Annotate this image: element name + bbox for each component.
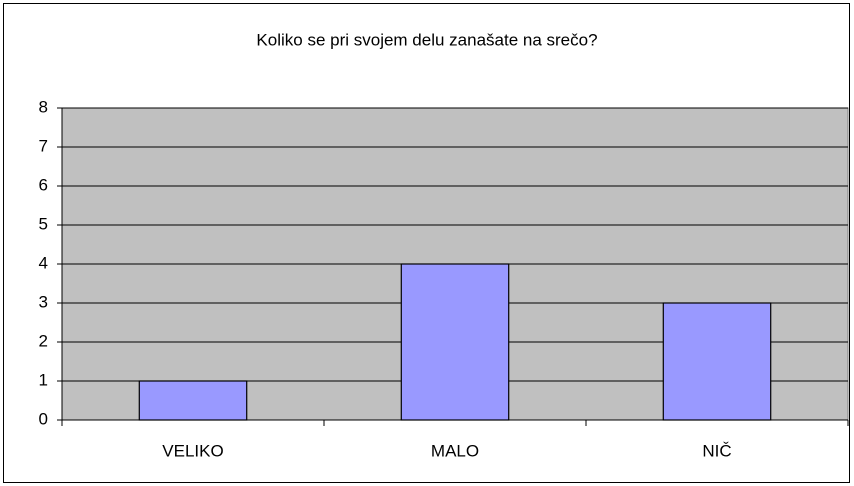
bar — [400, 263, 510, 421]
bar — [662, 302, 772, 421]
x-tick-label: NIČ — [702, 441, 731, 460]
y-tick-label: 8 — [39, 97, 48, 116]
bar — [138, 380, 248, 421]
x-tick-label: MALO — [431, 441, 479, 460]
y-tick-label: 7 — [39, 136, 48, 155]
y-tick-label: 6 — [39, 175, 48, 194]
x-tick-label: VELIKO — [162, 441, 223, 460]
y-tick-label: 0 — [39, 409, 48, 428]
chart-title: Koliko se pri svojem delu zanašate na sr… — [256, 30, 597, 49]
y-tick-label: 5 — [39, 214, 48, 233]
y-tick-label: 1 — [39, 370, 48, 389]
y-tick-label: 3 — [39, 292, 48, 311]
y-tick-label: 4 — [39, 253, 48, 272]
y-tick-label: 2 — [39, 331, 48, 350]
